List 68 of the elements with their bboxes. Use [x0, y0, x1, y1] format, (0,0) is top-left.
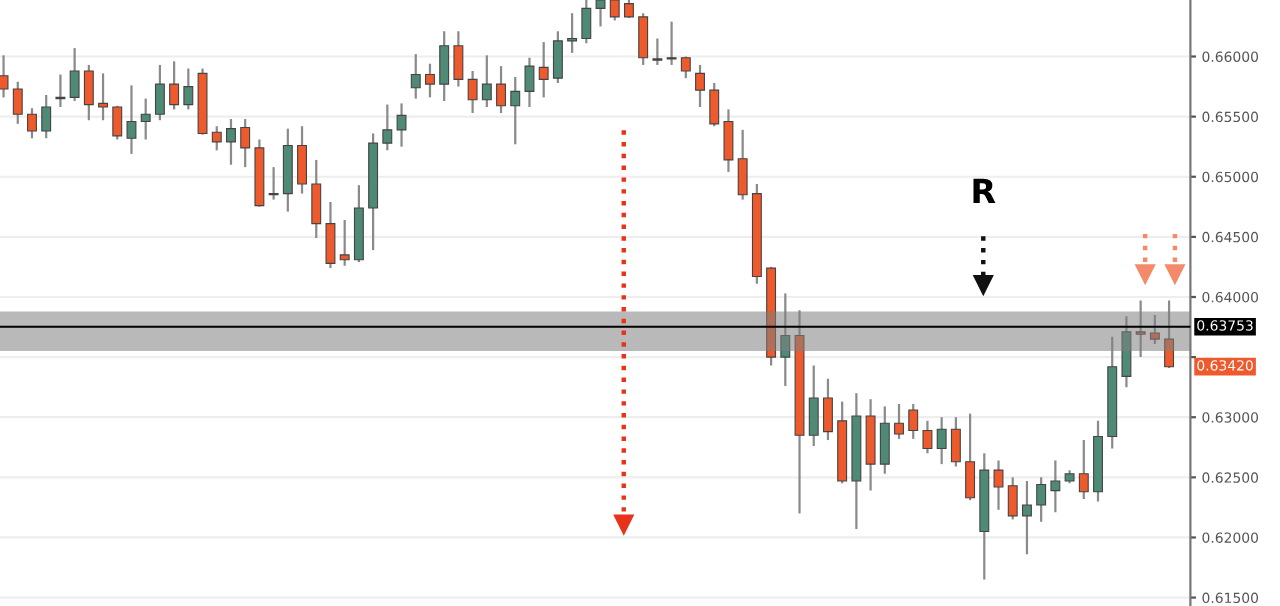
- candlestick: [154, 63, 165, 122]
- candlestick: [652, 37, 663, 67]
- candlestick: [780, 292, 791, 388]
- candlestick: [822, 377, 833, 442]
- candlestick: [410, 53, 421, 100]
- candlestick: [481, 54, 492, 109]
- candlestick: [1036, 476, 1047, 523]
- candlestick: [666, 20, 677, 67]
- candlestick: [808, 364, 819, 448]
- candlestick: [240, 117, 251, 169]
- candlestick: [950, 416, 961, 468]
- candlestick: [69, 46, 80, 103]
- candlestick: [41, 93, 52, 140]
- candlestick: [552, 30, 563, 85]
- candlestick: [83, 63, 94, 122]
- candlestick: [965, 412, 976, 502]
- candlestick: [98, 72, 109, 122]
- candlestick: [311, 158, 322, 240]
- candlestick: [12, 80, 23, 125]
- candlestick: [55, 73, 66, 109]
- candlestick: [211, 125, 222, 152]
- candlestick: [467, 69, 478, 115]
- candlestick: [581, 0, 592, 45]
- candlestick: [439, 30, 450, 103]
- candlestick: [595, 0, 606, 28]
- candlestick: [1007, 476, 1018, 521]
- candlestick: [1021, 479, 1032, 556]
- candlestick: [936, 416, 947, 466]
- candlestick: [425, 62, 435, 99]
- candlestick: [1135, 299, 1146, 359]
- candlestick: [993, 459, 1004, 511]
- candlestick: [922, 419, 933, 455]
- candlestick: [879, 405, 890, 475]
- candlestick: [396, 102, 407, 148]
- candlestick: [510, 75, 521, 146]
- candlestick: [382, 103, 393, 152]
- candlestick: [723, 108, 734, 174]
- candlestick: [268, 166, 279, 201]
- candlestick: [538, 40, 549, 99]
- candlestick: [453, 30, 464, 88]
- candlestick: [1164, 299, 1175, 370]
- candlestick: [183, 67, 194, 111]
- candlestick: [1121, 315, 1132, 389]
- candlestick: [1050, 459, 1061, 514]
- candlestick: [1078, 438, 1089, 501]
- candlestick: [894, 402, 904, 440]
- candlestick: [1149, 313, 1160, 345]
- candlestick: [609, 0, 620, 22]
- candlestick: [695, 63, 705, 109]
- candlestick: [496, 65, 506, 115]
- candlestick: [709, 81, 720, 128]
- candlestick: [325, 200, 336, 270]
- candlestick: [339, 218, 350, 267]
- candlestick: [0, 54, 9, 99]
- annotation: R: [973, 178, 996, 204]
- candlestick: [226, 117, 236, 166]
- candlestick: [297, 125, 308, 195]
- candlestick: [623, 0, 634, 20]
- candlestick: [169, 60, 180, 111]
- candlestick: [737, 128, 748, 201]
- candlestick: [140, 97, 151, 141]
- candlestick: [524, 56, 535, 109]
- candlestick: [908, 402, 919, 440]
- candlestick: [27, 107, 37, 140]
- candlestick: [126, 84, 137, 156]
- candlestick: [567, 12, 578, 55]
- candlestick: [638, 12, 649, 67]
- candlestick: [112, 104, 123, 141]
